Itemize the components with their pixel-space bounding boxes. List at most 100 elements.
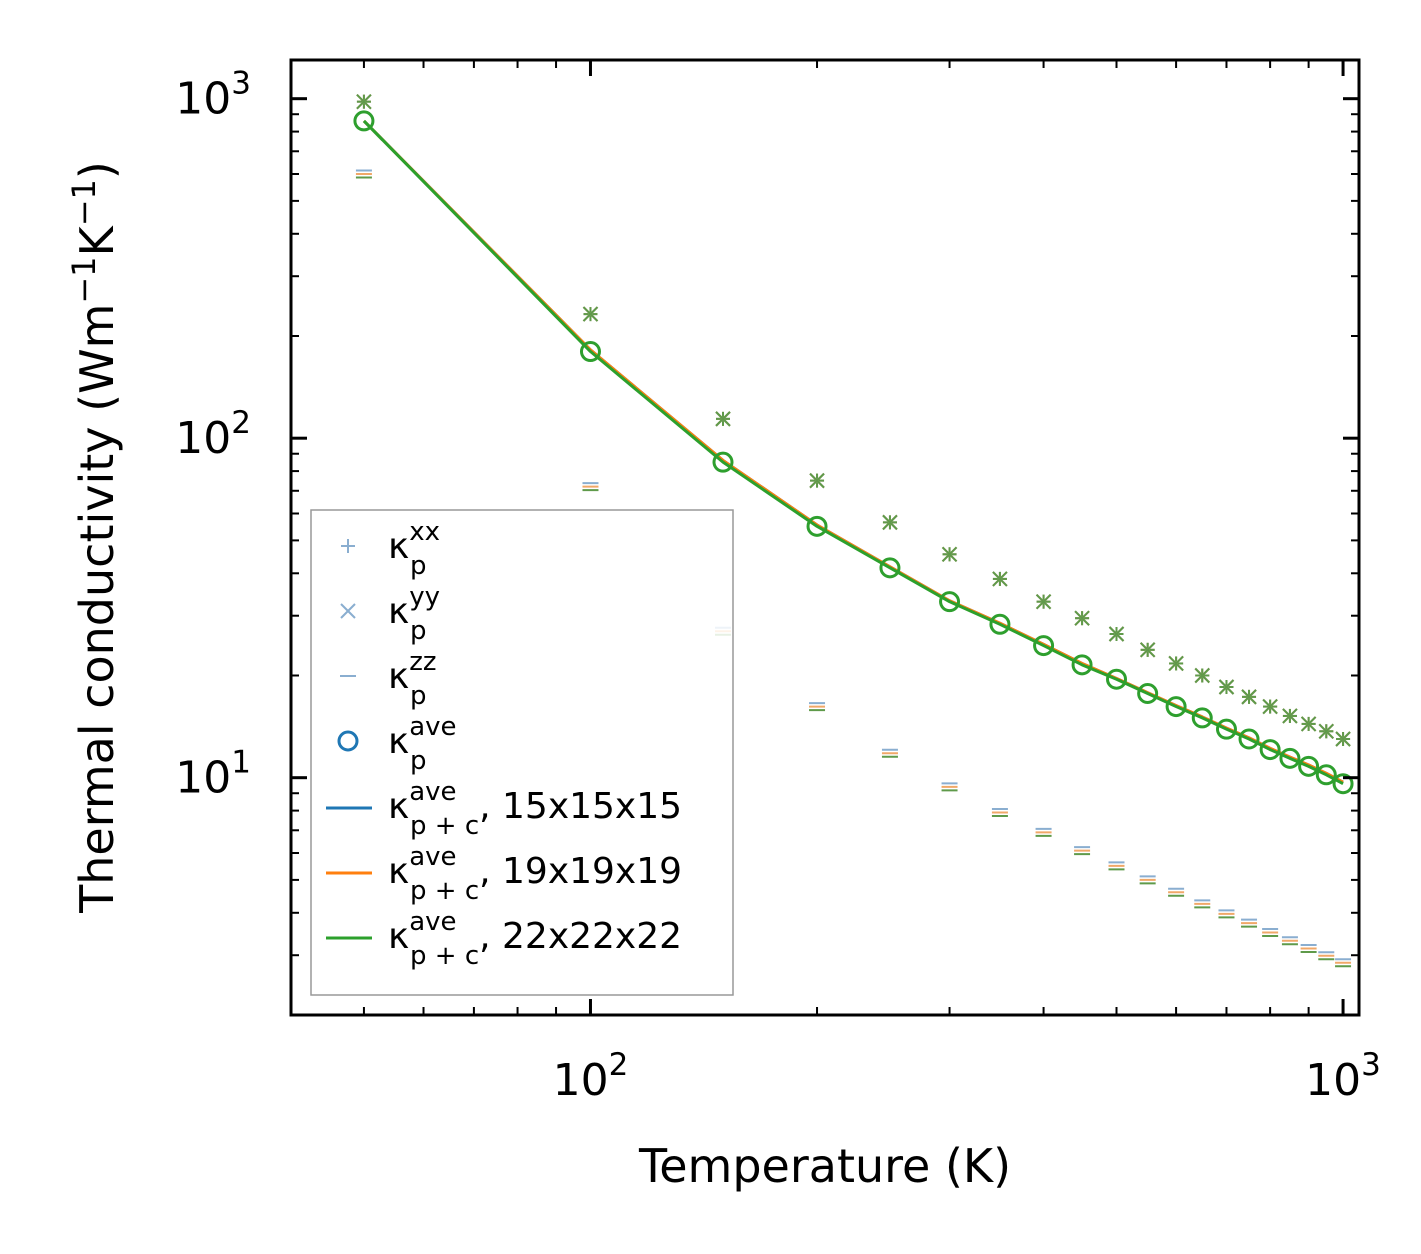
series-3-point-13 [1215,718,1237,740]
series-3-point-18 [1315,764,1337,786]
legend-label-2: κzz p [388,647,437,711]
x-tick-label-base-1: 10 [1305,1055,1361,1106]
legend-label-base-5: κ [388,851,409,892]
x-axis-title: Temperature (K) [638,1139,1011,1193]
y-tick-label-base-0: 10 [175,753,231,804]
legend-label-suffix-6: , 22x22x22 [479,916,682,957]
series-1-point-8-v2 [1074,610,1090,626]
x-tick-label-1: 103 [1305,1047,1381,1106]
series-1-point-1-v2-d2 [582,306,599,322]
y-tick-label-exp-1: 2 [231,405,251,441]
series-3-point-0 [353,110,375,132]
series-1-point-16-v2-d2 [1282,708,1298,724]
x-tick-label-0: 102 [553,1047,629,1106]
legend-label-sup-6: ave [409,907,456,937]
legend-label-base-0: κ [388,526,409,567]
series-3-point-8 [1071,654,1093,676]
series-1-point-2-v2 [715,411,731,427]
x-tick-label-base-0: 10 [553,1055,609,1106]
series-1-point-3-v2-d2 [809,472,825,489]
x-tick-label-exp-1: 3 [1361,1047,1381,1083]
series-1-point-11-v2-d2 [1168,655,1184,672]
series-1-point-14-v2-d2 [1241,689,1257,705]
series-1-point-1-v2 [582,306,599,322]
y-axis-title-mid: K [70,224,124,256]
series-1-point-3-v2 [809,472,825,489]
y-tick-label-2: 103 [175,66,251,125]
legend-label-0: κxx p [388,517,440,581]
series-3-point-14 [1238,728,1260,750]
legend-label-sub-1: p [410,616,427,646]
legend-label-base-3: κ [388,721,409,762]
legend-label-sup-1: yy [409,582,440,612]
series-1-point-6-v2-d2 [992,571,1008,587]
legend-label-6: κave p + c, 22x22x22 [388,907,682,971]
legend-frame [310,509,734,996]
legend-label-sub-2: p [410,681,427,711]
series-1-point-16-v2 [1282,708,1298,724]
x-tick-label-exp-0: 2 [609,1047,629,1083]
legend-label-sup-4: ave [409,777,456,807]
series-1-point-17-v2-d2 [1300,716,1317,732]
series-3-point-9 [1106,668,1128,690]
series-1-point-4-v2 [882,514,898,531]
legend-label-3: κave p [388,712,457,776]
series-3-point-12 [1191,707,1213,729]
plot-frame [289,58,1361,1017]
legend-label-sup-3: ave [409,712,456,742]
series-1-point-13-v2-d2 [1218,679,1235,695]
series-1-point-0-v2-d2 [356,93,372,110]
series-1-point-2-v2-d2 [715,411,731,427]
legend-label-suffix-5: , 19x19x19 [479,851,682,892]
data-layer [353,93,1354,968]
series-1-point-6-v2 [992,571,1008,587]
series-1-point-18-v2 [1318,723,1334,739]
series-1-point-11-v2 [1168,655,1184,672]
series-1-point-10-v2 [1139,642,1156,658]
series-1-point-12-v2-d2 [1194,667,1210,684]
series-3-point-10 [1137,683,1159,705]
series-1-point-18-v2-d2 [1318,723,1334,739]
series-3-point-1 [579,341,601,363]
y-axis-title-exp2: −1 [65,179,103,226]
series-3-point-5 [939,591,961,613]
y-axis-title-exp1: −1 [65,256,103,303]
series-3-point-17 [1298,755,1320,777]
legend-label-sub-4: p + c [410,811,479,841]
legend-label-sub-0: p [410,551,427,581]
series-3-point-6 [989,613,1011,635]
legend-label-sup-0: xx [409,517,440,547]
legend-symbol-3 [337,730,359,752]
legend-label-sub-6: p + c [410,941,479,971]
legend-label-base-1: κ [388,591,409,632]
y-axis-title-main: Thermal conductivity (Wm [70,304,124,914]
series-3-point-11 [1165,696,1187,718]
legend-label-sub-5: p + c [410,876,479,906]
series-1-point-7-v2-d2 [1035,593,1052,610]
series-1-point-19-v2-d2 [1335,731,1351,747]
series-6-line [362,119,1344,786]
series-3-point-19 [1332,773,1354,795]
series-1-point-14-v2 [1241,689,1257,705]
series-1-point-13-v2 [1218,679,1235,695]
legend-symbol-0 [341,539,355,553]
y-tick-label-exp-2: 3 [231,66,251,102]
series-3-point-15 [1259,739,1281,761]
legend-label-suffix-4: , 15x15x15 [479,786,682,827]
legend-label-sub-3: p [410,746,427,776]
series-1-point-12-v2 [1194,667,1210,684]
series-3-point-4 [879,557,901,579]
y-tick-label-1: 102 [175,405,251,464]
series-3-point-3 [806,515,828,537]
legend-label-base-6: κ [388,916,409,957]
y-axis-title-close: ) [70,161,124,179]
series-1-point-5-v2-d2 [941,546,958,563]
series-1-point-5-v2 [941,546,958,563]
series-1-point-4-v2-d2 [882,514,898,531]
legend-label-1: κyy p [388,582,440,646]
series-1-point-9-v2 [1108,626,1125,642]
y-tick-label-exp-0: 1 [231,745,251,781]
series-1-point-9-v2-d2 [1108,626,1125,642]
